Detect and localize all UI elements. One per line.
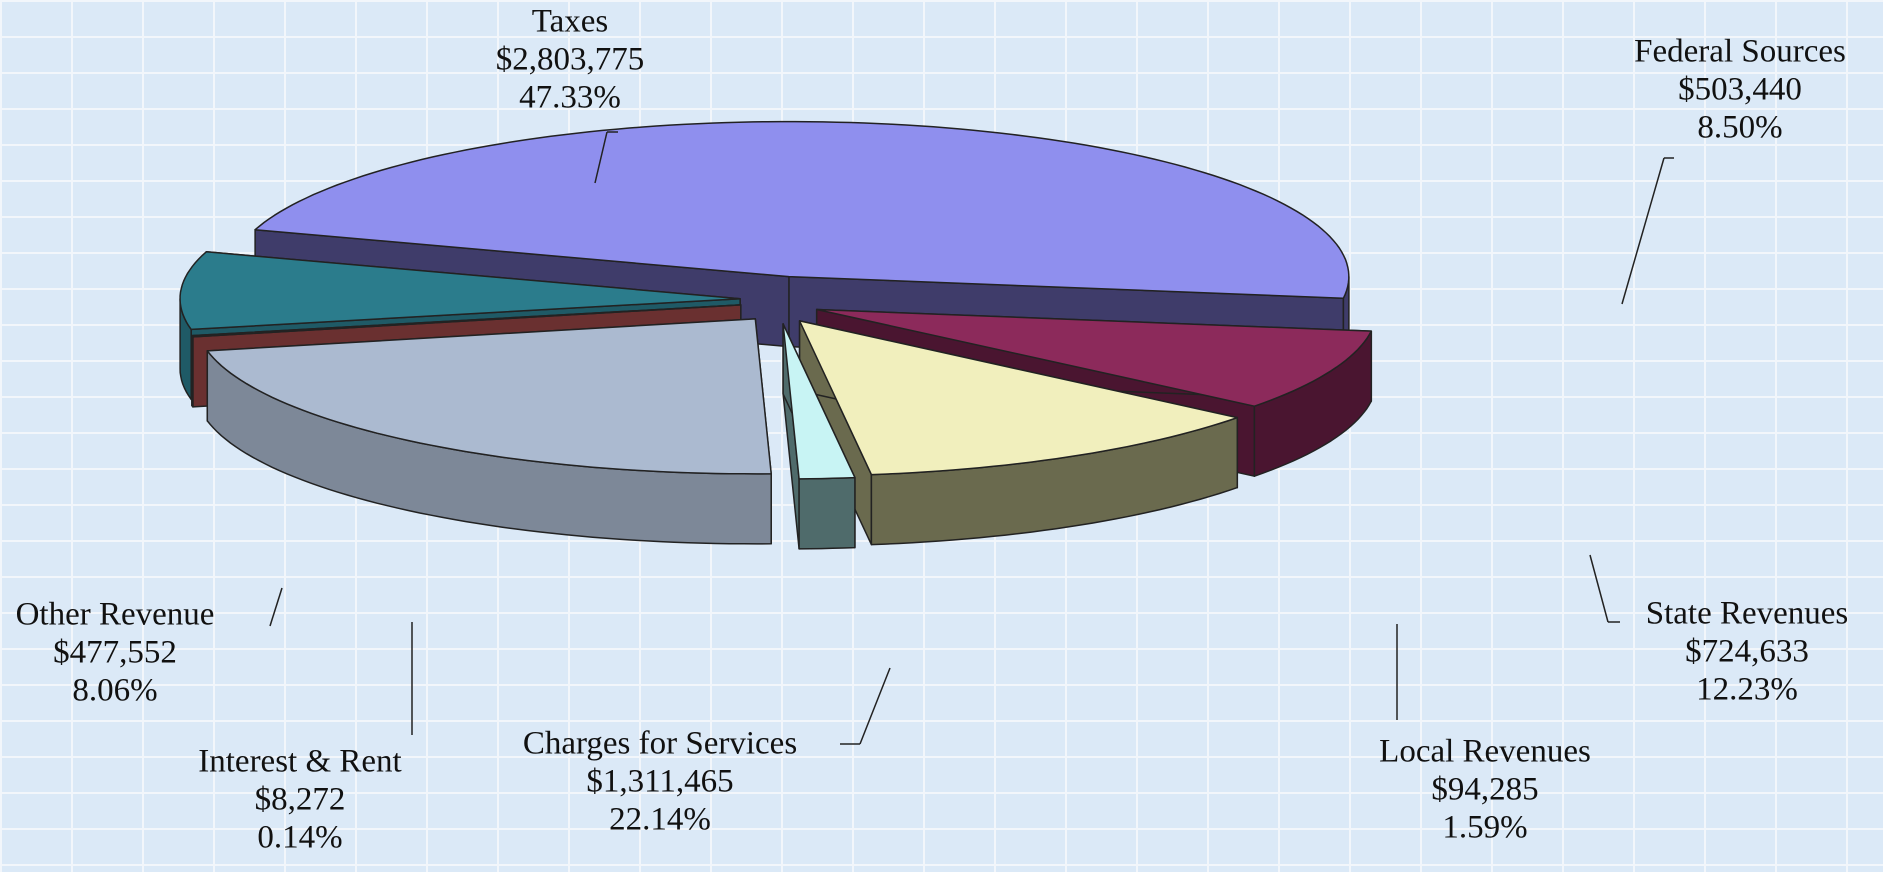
data-label: $503,440 [1678, 72, 1802, 108]
slice [179, 251, 741, 331]
data-label: Charges for Services [523, 726, 797, 762]
slice [206, 318, 772, 475]
leader-line [1621, 157, 1665, 305]
data-label: 8.06% [72, 673, 157, 709]
data-label: State Revenues [1646, 596, 1849, 632]
slice-side [191, 334, 194, 408]
data-label: $1,311,465 [586, 764, 733, 800]
data-label: Other Revenue [16, 597, 215, 633]
slice [798, 320, 1239, 476]
data-label: $477,552 [53, 635, 177, 671]
data-label: Federal Sources [1634, 34, 1846, 70]
data-label: Local Revenues [1379, 734, 1591, 770]
leader-line [859, 667, 891, 745]
data-label: 8.50% [1697, 110, 1782, 146]
slice [815, 308, 1373, 407]
data-label: 0.14% [257, 820, 342, 856]
data-label: 22.14% [609, 802, 711, 838]
data-label: 1.59% [1442, 810, 1527, 846]
data-label: Interest & Rent [198, 744, 401, 780]
leader-line [269, 587, 283, 627]
data-label: $8,272 [255, 782, 346, 818]
data-label: 47.33% [519, 80, 621, 116]
slice [782, 323, 856, 550]
data-label: $724,633 [1685, 634, 1809, 670]
data-label: Taxes [532, 4, 609, 40]
slice [206, 318, 772, 545]
leader-line [1589, 554, 1609, 623]
slice-side [798, 476, 856, 550]
slice [782, 323, 856, 480]
data-label: $94,285 [1431, 772, 1538, 808]
slice [191, 304, 742, 338]
data-label: 12.23% [1696, 672, 1798, 708]
leader-line [594, 131, 608, 184]
data-label: $2,803,775 [496, 42, 645, 78]
slice [254, 120, 1350, 299]
